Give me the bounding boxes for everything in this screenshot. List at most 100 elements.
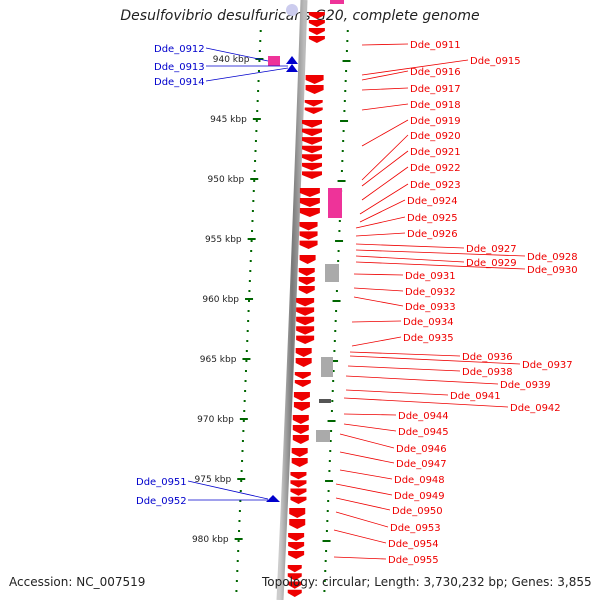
inner-dotted-guide (239, 490, 242, 492)
gene-label-dde_0936: Dde_0936 (462, 352, 513, 363)
outer-scale-tick (322, 540, 331, 542)
inner-dotted-guide (247, 310, 250, 312)
inner-dotted-guide (259, 30, 262, 32)
outer-scale-tick (330, 360, 339, 362)
outer-scale-tick (335, 240, 344, 242)
forward-cds-arrow (288, 542, 305, 550)
leader-line (343, 413, 397, 416)
leader-line (339, 433, 395, 449)
forward-cds-arrow (299, 222, 318, 231)
rna-feature (330, 0, 344, 4)
outer-dotted-guide (343, 110, 346, 112)
inner-dotted-guide (254, 150, 257, 152)
outer-dotted-guide (333, 340, 336, 342)
forward-cds-arrow (302, 137, 322, 145)
other-feature (325, 264, 339, 282)
outer-dotted-guide (328, 460, 331, 462)
inner-dotted-guide (245, 360, 248, 362)
inner-dotted-guide (256, 110, 259, 112)
forward-cds-arrow (289, 519, 306, 529)
forward-cds-arrow (298, 277, 315, 285)
gene-label-dde_0921: Dde_0921 (410, 147, 461, 158)
forward-cds-arrow (302, 162, 322, 171)
inner-dotted-guide (253, 180, 256, 182)
forward-cds-arrow (289, 508, 306, 518)
outer-scale-tick (325, 480, 334, 482)
gene-label-dde_0917: Dde_0917 (410, 84, 461, 95)
scale-label: 965 kbp (200, 355, 237, 365)
outer-scale-tick (337, 180, 346, 182)
outer-scale-tick (332, 300, 341, 302)
outer-scale-tick (340, 120, 349, 122)
leader-line (353, 296, 404, 307)
inner-dotted-guide (257, 90, 260, 92)
leader-line (355, 261, 526, 270)
inner-dotted-guide (236, 570, 239, 572)
forward-cds-arrow (287, 565, 302, 573)
inner-dotted-guide (258, 60, 261, 62)
leader-line (347, 365, 461, 372)
outer-dotted-guide (335, 310, 338, 312)
scale-label: 940 kbp (213, 55, 250, 65)
inner-dotted-guide (237, 540, 240, 542)
inner-dotted-guide (246, 340, 249, 342)
forward-cds-arrow (291, 458, 308, 467)
inner-dotted-guide (251, 230, 254, 232)
inner-dotted-guide (240, 480, 243, 482)
accession-label: Accession: NC_007519 (9, 575, 146, 589)
leader-line (355, 243, 465, 249)
forward-cds-arrow (302, 120, 322, 128)
forward-cds-arrow (296, 326, 315, 335)
outer-dotted-guide (331, 390, 334, 392)
right-gene-labels: Dde_0911 Dde_0915 Dde_0916 Dde_0917 Dde_0918… (333, 40, 578, 566)
inner-dotted-guide (251, 210, 254, 212)
forward-cds-arrow (294, 372, 311, 379)
gene-label-dde_0948: Dde_0948 (394, 475, 445, 486)
outer-dotted-guide (346, 40, 349, 42)
forward-cds-arrow (287, 589, 302, 597)
leader-line (343, 423, 397, 432)
gene-label-dde_0923: Dde_0923 (410, 180, 461, 191)
leader-line (361, 59, 469, 76)
other-feature (321, 357, 333, 377)
forward-cds-arrow (299, 231, 318, 240)
inner-dotted-guide (244, 370, 247, 372)
inner-dotted-guide (254, 140, 257, 142)
leader-line (353, 287, 404, 292)
backbone (276, 0, 308, 600)
outer-dotted-guide (334, 320, 337, 322)
inner-dotted-guide (241, 440, 244, 442)
outer-dotted-guide (334, 330, 337, 332)
forward-cds-arrow (298, 286, 315, 294)
outer-dotted-guide (338, 220, 341, 222)
gene-label-dde_0941: Dde_0941 (450, 391, 501, 402)
scale-tick (250, 178, 259, 180)
inner-dotted-guide (238, 510, 241, 512)
feature-track (266, 0, 344, 597)
gene-label-dde_0933: Dde_0933 (405, 302, 456, 313)
scale-label: 980 kbp (192, 535, 229, 545)
leader-line (205, 67, 289, 82)
forward-cds-arrow (295, 348, 312, 357)
forward-cds-arrow (298, 268, 315, 276)
forward-cds-arrow (290, 496, 307, 504)
gene-label-dde_0951: Dde_0951 (136, 477, 187, 488)
leader-line (353, 273, 404, 276)
gene-label-dde_0929: Dde_0929 (466, 258, 517, 269)
gene-label-dde_0918: Dde_0918 (410, 100, 461, 111)
other-feature (316, 430, 330, 442)
leader-line (349, 351, 461, 357)
outer-dotted-guide (331, 400, 334, 402)
leader-line (335, 483, 393, 496)
leader-line (361, 43, 409, 46)
inner-dotted-guide (245, 350, 248, 352)
gene-label-dde_0919: Dde_0919 (410, 116, 461, 127)
outer-dotted-guide (324, 560, 327, 562)
leader-line (205, 47, 269, 62)
scale-label: 970 kbp (197, 415, 234, 425)
gene-label-dde_0912: Dde_0912 (154, 44, 205, 55)
inner-dotted-guide (255, 130, 258, 132)
gene-label-dde_0938: Dde_0938 (462, 367, 513, 378)
inner-dotted-guide (250, 250, 253, 252)
forward-cds-arrow (293, 402, 310, 411)
